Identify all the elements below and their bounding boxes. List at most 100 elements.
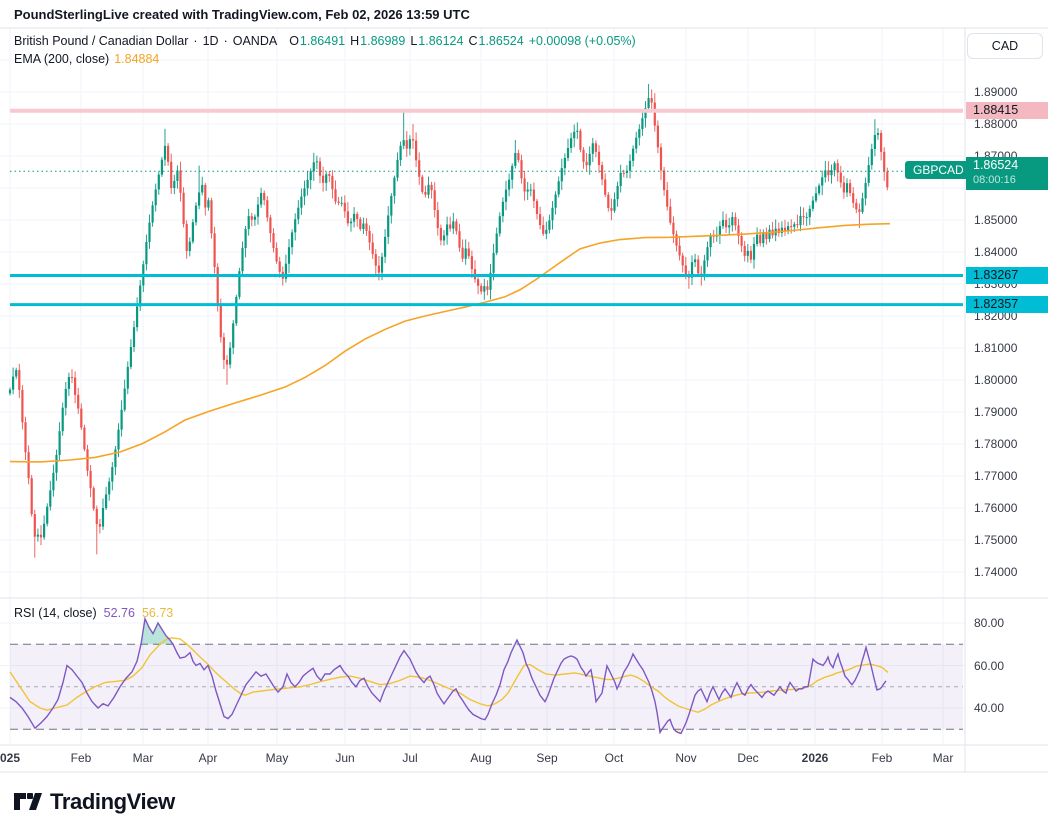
candle-body bbox=[675, 234, 678, 246]
candle-body bbox=[185, 223, 188, 252]
candle-body bbox=[678, 245, 681, 256]
candle-body bbox=[638, 129, 641, 138]
candle-body bbox=[582, 149, 585, 162]
ema-line bbox=[9, 222, 891, 463]
candle-body bbox=[752, 244, 756, 260]
tradingview-logo[interactable]: TradingView bbox=[13, 788, 175, 815]
candle-body bbox=[55, 454, 58, 473]
candle-body bbox=[424, 191, 427, 195]
candle-body bbox=[77, 394, 80, 409]
candle-body bbox=[148, 222, 151, 242]
candle-body bbox=[461, 247, 464, 259]
candle-body bbox=[436, 210, 439, 228]
candle-body bbox=[765, 232, 768, 240]
price-tick-label: 1.78000 bbox=[974, 437, 1018, 451]
price-tick-label: 1.89000 bbox=[974, 85, 1018, 99]
candle-body bbox=[681, 255, 684, 266]
ema-value: 1.84884 bbox=[114, 52, 160, 66]
rsi-tick-label: 40.00 bbox=[974, 701, 1005, 715]
candle-body bbox=[322, 175, 325, 183]
candle-body bbox=[173, 180, 176, 188]
candle-body bbox=[256, 204, 260, 217]
candle-body bbox=[418, 160, 421, 177]
last-price-value: 1.86524 bbox=[973, 158, 1019, 173]
candle-body bbox=[129, 347, 132, 367]
candle-body bbox=[706, 247, 709, 261]
price-tick-label: 1.75000 bbox=[974, 533, 1018, 547]
candle-body bbox=[619, 172, 622, 186]
close-value: 1.86524 bbox=[478, 34, 524, 48]
candle-body bbox=[824, 170, 827, 178]
candle-body bbox=[101, 508, 105, 527]
candle-body bbox=[427, 184, 430, 195]
price-tick-label: 1.77000 bbox=[974, 469, 1018, 483]
candle-body bbox=[864, 182, 867, 199]
candle-body bbox=[728, 225, 731, 228]
candle-body bbox=[18, 370, 21, 390]
candle-body bbox=[653, 102, 656, 126]
candle-body bbox=[325, 174, 328, 183]
candle-body bbox=[520, 160, 523, 179]
candle-body bbox=[650, 98, 653, 103]
candle-body bbox=[380, 256, 384, 273]
candle-body bbox=[799, 216, 802, 226]
candle-body bbox=[393, 177, 396, 196]
candle-body bbox=[15, 370, 18, 377]
candle-body bbox=[396, 160, 399, 178]
change-value: +0.00098 (+0.05%) bbox=[528, 34, 636, 48]
candle-body bbox=[232, 323, 235, 348]
rsi-legend[interactable]: RSI (14, close) 52.76 56.73 bbox=[14, 606, 173, 620]
candle-body bbox=[98, 524, 101, 527]
candle-body bbox=[672, 222, 675, 235]
watermark-text: PoundSterlingLive created with TradingVi… bbox=[14, 7, 470, 22]
candle-body bbox=[362, 223, 365, 229]
time-tick-label: Sep bbox=[536, 751, 558, 765]
candle-body bbox=[666, 190, 669, 207]
ema-legend[interactable]: EMA (200, close) 1.84884 bbox=[14, 52, 159, 66]
candle-body bbox=[136, 306, 139, 328]
high-value: 1.86989 bbox=[360, 34, 406, 48]
candle-body bbox=[570, 138, 573, 148]
symbol-legend[interactable]: British Pound / Canadian Dollar · 1D · O… bbox=[14, 34, 636, 48]
candle-body bbox=[154, 189, 157, 206]
candle-body bbox=[24, 422, 27, 453]
candle-body bbox=[139, 285, 142, 307]
candle-body bbox=[616, 185, 619, 200]
candle-body bbox=[659, 147, 663, 171]
candle-body bbox=[858, 209, 861, 212]
candle-body bbox=[334, 189, 337, 202]
candle-body bbox=[213, 233, 216, 268]
candle-body bbox=[548, 220, 551, 230]
candle-body bbox=[669, 206, 672, 223]
candle-body bbox=[67, 377, 70, 389]
candle-body bbox=[430, 184, 433, 191]
candle-body bbox=[225, 359, 229, 365]
candle-body bbox=[830, 170, 833, 176]
candle-body bbox=[870, 148, 873, 166]
candle-body bbox=[756, 234, 759, 244]
time-tick-label: Feb bbox=[871, 751, 893, 765]
candle-body bbox=[836, 163, 839, 173]
candle-body bbox=[768, 229, 771, 240]
candle-body bbox=[737, 225, 740, 236]
candle-body bbox=[501, 201, 504, 217]
resistance-price-label: 1.88415 bbox=[966, 102, 1048, 120]
candle-body bbox=[399, 145, 402, 160]
candle-body bbox=[495, 233, 498, 253]
candle-body bbox=[204, 184, 207, 208]
candle-body bbox=[27, 452, 30, 479]
candle-body bbox=[371, 242, 374, 255]
candle-body bbox=[458, 231, 461, 248]
currency-button[interactable]: CAD bbox=[967, 33, 1043, 59]
candle-body bbox=[235, 296, 238, 324]
time-tick-label: Jul bbox=[402, 751, 418, 765]
candle-body bbox=[222, 337, 225, 360]
candle-body bbox=[780, 227, 783, 234]
candle-body bbox=[622, 172, 625, 174]
price-tick-label: 1.79000 bbox=[974, 405, 1018, 419]
candle-body bbox=[421, 176, 424, 192]
candle-body bbox=[557, 181, 560, 195]
candle-body bbox=[644, 108, 647, 119]
candle-body bbox=[151, 205, 154, 223]
